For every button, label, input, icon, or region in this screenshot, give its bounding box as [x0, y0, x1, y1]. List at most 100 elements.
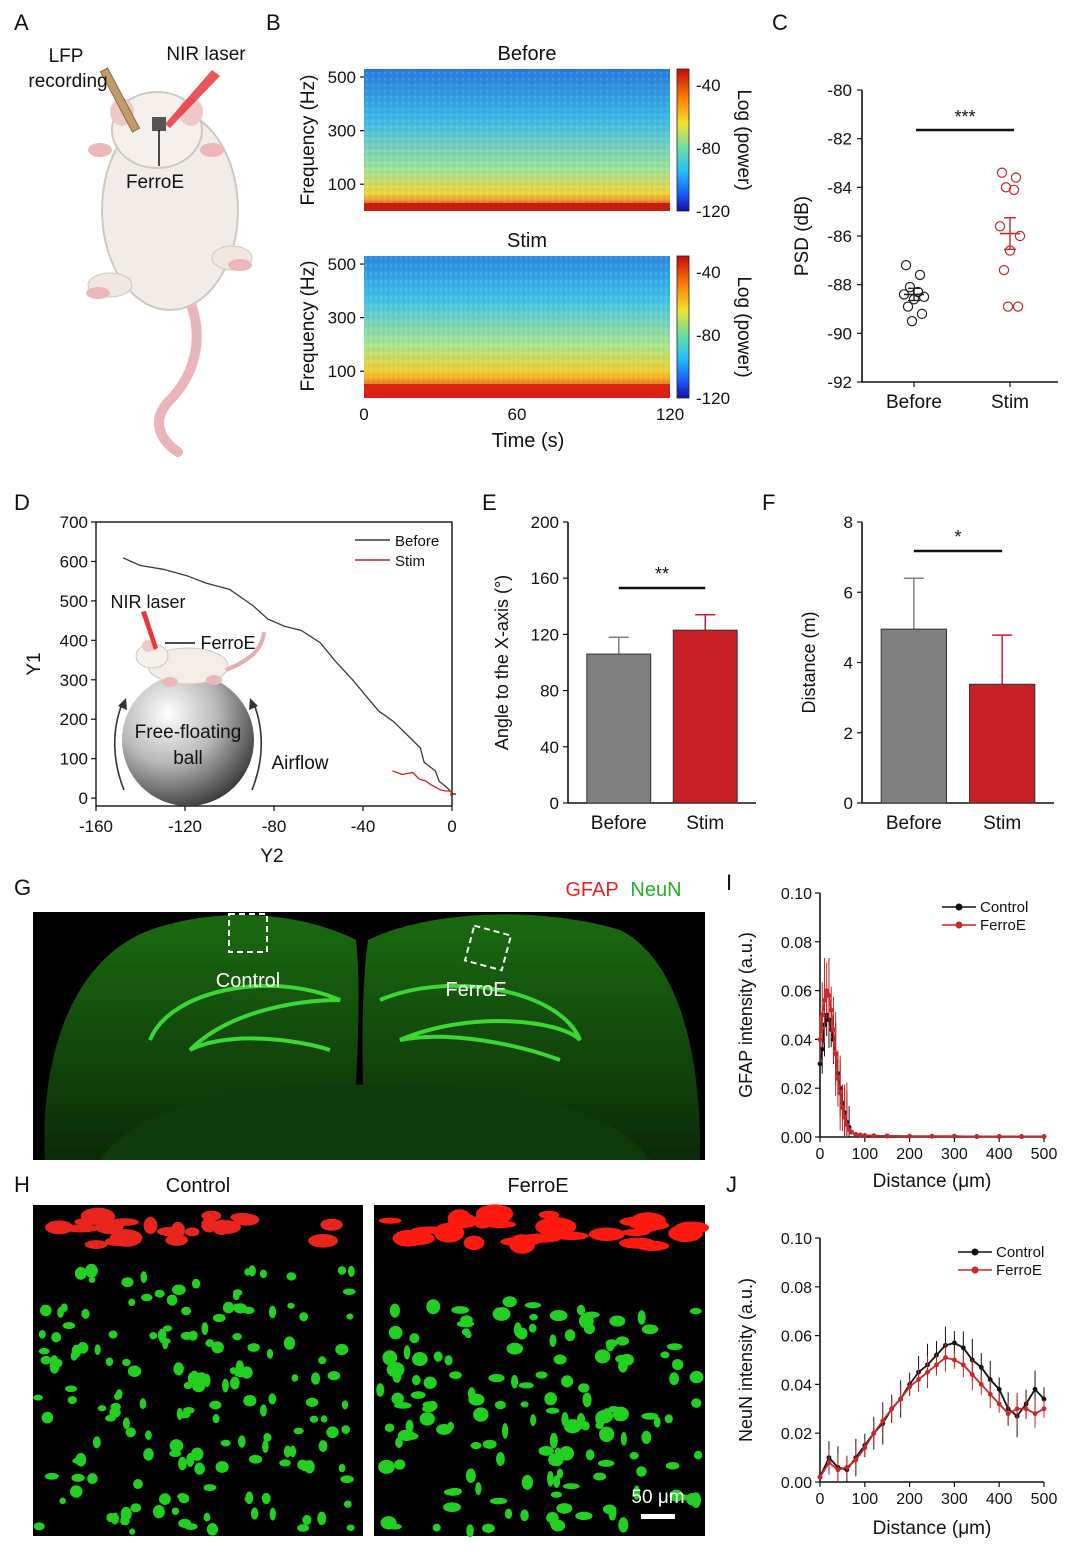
brain-lower-region	[100, 1083, 650, 1160]
neun-cell-control	[127, 1365, 142, 1377]
gfap-signal-ferroe	[619, 1237, 656, 1249]
scalebar	[641, 1514, 675, 1519]
neun-cell-ferroe	[496, 1451, 505, 1467]
j-ytick-label: 0.06	[781, 1329, 812, 1346]
panel-letter-h: H	[14, 1172, 30, 1197]
c-xtick-label: Stim	[991, 392, 1029, 413]
colorbar-tick-label: -40	[696, 76, 721, 95]
neun-cell-ferroe	[473, 1407, 489, 1422]
neun-cell-control	[106, 1512, 116, 1523]
neun-cell-control	[291, 1374, 299, 1382]
e-ylabel: Angle to the X-axis (°)	[492, 575, 512, 750]
neun-cell-control	[184, 1523, 198, 1531]
neun-cell-control	[317, 1511, 327, 1526]
airflow-label: Airflow	[271, 753, 328, 774]
i-ylabel: GFAP intensity (a.u.)	[736, 932, 756, 1098]
neun-cell-ferroe	[672, 1358, 684, 1371]
d-xtick-label: -120	[168, 817, 202, 836]
neun-cell-control	[279, 1459, 291, 1467]
neun-cell-ferroe	[615, 1354, 631, 1364]
i-ytick-label: 0.08	[781, 935, 812, 952]
neun-cell-ferroe	[564, 1448, 574, 1459]
ball-label-line1: Free-floating	[135, 722, 242, 743]
c-point	[1000, 182, 1012, 193]
neun-cell-control	[194, 1462, 205, 1475]
neun-cell-control	[39, 1304, 52, 1317]
panel-letter-f: F	[762, 490, 775, 515]
panel-h-zoomed-images: Control FerroE 50 μm	[33, 1175, 710, 1538]
neun-cell-control	[62, 1322, 76, 1330]
i-series-line	[819, 987, 1044, 1138]
neun-cell-ferroe	[620, 1432, 627, 1446]
e-significance-label: **	[655, 564, 669, 584]
neun-cell-ferroe	[411, 1352, 428, 1367]
c-ytick-label: -84	[827, 178, 852, 197]
neun-cell-control	[222, 1301, 235, 1314]
j-xtick-label: 100	[851, 1491, 878, 1508]
neun-cell-ferroe	[528, 1323, 537, 1333]
i-legend-marker	[955, 921, 963, 929]
spectrogram-before-texture	[364, 69, 670, 211]
neun-cell-control	[38, 1347, 50, 1355]
neun-cell-ferroe	[411, 1374, 421, 1386]
c-ytick-label: -82	[827, 130, 852, 149]
spec-ytick-label: 500	[328, 68, 356, 87]
neun-cell-control	[297, 1524, 310, 1532]
neun-cell-ferroe	[585, 1449, 595, 1461]
neun-cell-control	[176, 1407, 183, 1421]
j-legend-label: FerroE	[996, 1262, 1042, 1279]
e-ytick-label: 200	[531, 513, 559, 532]
neun-cell-control	[268, 1305, 277, 1319]
neun-cell-ferroe	[633, 1485, 641, 1500]
gfap-signal-control	[95, 1219, 124, 1235]
colorbar-tick-label: -120	[696, 202, 730, 221]
neun-cell-ferroe	[419, 1412, 435, 1426]
neun-cell-control	[130, 1503, 142, 1513]
d-ytick-label: 300	[60, 671, 88, 690]
neun-cell-control	[44, 1472, 59, 1480]
neun-cell-ferroe	[547, 1470, 554, 1487]
panel-c-psd-scatter: -92 -90 -88 -86 -84 -82 -80 PSD (dB) Before Stim *…	[792, 81, 1058, 413]
mouse-on-ball-ear	[142, 640, 154, 652]
panel-letter-c: C	[772, 10, 788, 35]
neun-cell-control	[203, 1484, 217, 1492]
rat-tail	[154, 285, 202, 457]
gfap-signal-control	[84, 1240, 108, 1249]
neun-cell-control	[75, 1452, 87, 1467]
neun-cell-control	[109, 1407, 121, 1418]
neun-cell-ferroe	[545, 1407, 560, 1414]
f-significance-label: *	[954, 527, 961, 547]
e-ytick-label: 40	[540, 738, 559, 757]
colorbar-tick-label: -80	[696, 139, 721, 158]
neun-cell-control	[233, 1303, 240, 1312]
c-ytick-label: -86	[827, 227, 852, 246]
neun-cell-ferroe	[530, 1414, 537, 1427]
neun-cell-control	[220, 1439, 231, 1447]
roi-box-ferroe	[463, 924, 513, 972]
ball-label-line2: ball	[173, 748, 203, 769]
neun-cell-ferroe	[553, 1475, 561, 1488]
neun-cell-control	[33, 1394, 43, 1401]
neun-cell-ferroe	[518, 1382, 534, 1389]
neun-cell-ferroe	[409, 1333, 420, 1344]
i-ytick-label: 0.02	[781, 1081, 812, 1098]
j-ytick-label: 0.08	[781, 1280, 812, 1297]
neun-cell-control	[92, 1436, 101, 1449]
neun-cell-ferroe	[506, 1342, 524, 1355]
f-xtick-label: Before	[886, 813, 942, 834]
neun-cell-control	[57, 1306, 64, 1318]
neun-cell-ferroe	[447, 1487, 463, 1495]
neun-cell-ferroe	[488, 1373, 505, 1383]
neun-cell-control	[40, 1355, 52, 1365]
f-ytick-label: 8	[844, 513, 853, 532]
ferroe-label: FerroE	[126, 172, 184, 193]
panel-j-neun-profile: 0.00 0.02 0.04 0.06 0.08 0.10 0 100 200 300 400 500…	[736, 1231, 1057, 1539]
panel-letter-a: A	[14, 10, 29, 35]
neun-cell-control	[139, 1398, 147, 1410]
neun-cell-control	[244, 1495, 253, 1503]
neun-cell-ferroe	[609, 1315, 626, 1327]
neun-cell-ferroe	[563, 1419, 582, 1434]
neun-cell-control	[38, 1329, 46, 1339]
f-ytick-label: 4	[844, 654, 853, 673]
neun-cell-control	[129, 1528, 136, 1535]
